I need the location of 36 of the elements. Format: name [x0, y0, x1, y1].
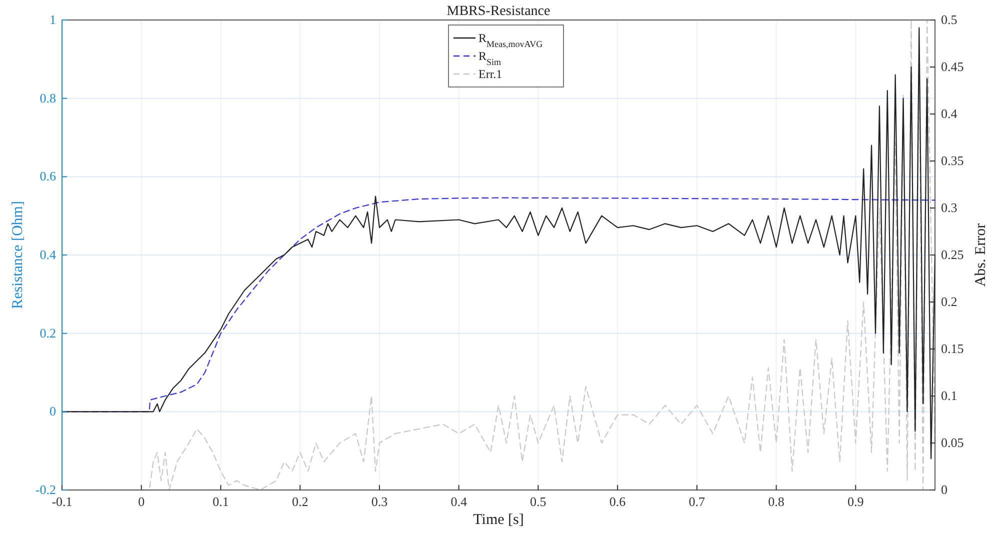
x-tick-label: 0.6 — [609, 494, 626, 509]
x-axis-title: Time [s] — [473, 512, 524, 528]
y2-tick-label: 0.1 — [941, 388, 958, 403]
x-tick-label: 0.4 — [450, 494, 468, 509]
legend-label: R$_{Sim}$ — [478, 49, 502, 67]
y-axis-title: Resistance [Ohm] — [10, 201, 26, 309]
y-tick-label: 1 — [50, 12, 56, 27]
legend-label: Err.1 — [478, 67, 502, 81]
y2-tick-label: 0.15 — [941, 341, 964, 356]
y2-tick-label: 0.05 — [941, 435, 964, 450]
x-tick-label: 0.9 — [848, 494, 864, 509]
y2-tick-label: 0.35 — [941, 153, 964, 168]
x-tick-label: 0.7 — [688, 494, 706, 509]
y-tick-label: 0.2 — [40, 325, 56, 340]
x-tick-label: 0.2 — [292, 494, 308, 509]
y2-tick-label: 0.5 — [941, 12, 958, 27]
y-tick-label: 0.4 — [40, 247, 56, 262]
y-tick-label: -0.2 — [35, 482, 56, 497]
y2-tick-label: 0.25 — [941, 247, 964, 262]
legend-label: R$_{Meas,movAVG}$ — [478, 31, 544, 49]
x-tick-label: 0.8 — [768, 494, 784, 509]
y2-tick-label: 0.4 — [941, 106, 958, 121]
y2-tick-label: 0 — [941, 482, 948, 497]
x-tick-label: 0.3 — [371, 494, 388, 509]
y2-tick-label: 0.45 — [941, 59, 964, 74]
chart-title: MBRS-Resistance — [446, 4, 550, 19]
y-tick-label: 0.6 — [40, 168, 56, 184]
y-tick-label: 0 — [50, 404, 56, 419]
x-tick-label: 0.5 — [530, 494, 546, 509]
x-tick-label: 0.1 — [212, 494, 229, 509]
y2-axis-title: Abs. Error — [973, 223, 987, 287]
y-tick-label: 0.8 — [40, 90, 56, 106]
x-tick-label: 0 — [138, 494, 145, 509]
x-tick-label: -0.1 — [52, 494, 72, 509]
y2-tick-label: 0.3 — [941, 200, 958, 215]
y2-tick-label: 0.2 — [941, 294, 958, 309]
